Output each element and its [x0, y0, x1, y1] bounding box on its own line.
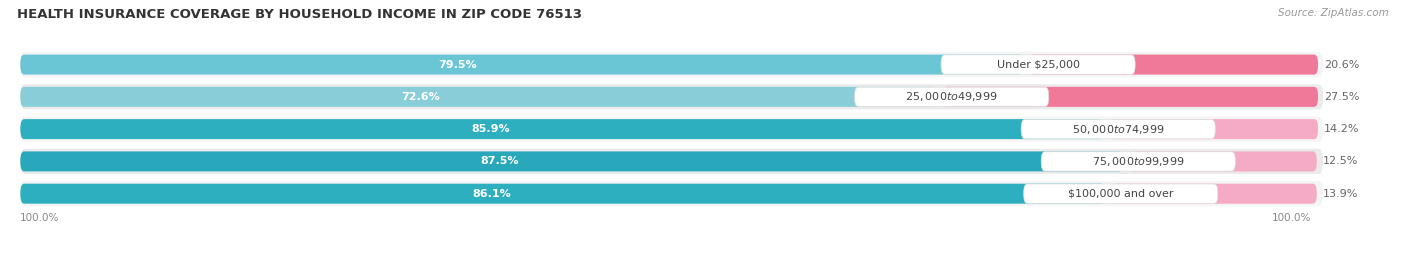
FancyBboxPatch shape [20, 52, 1323, 77]
FancyBboxPatch shape [1109, 119, 1317, 139]
FancyBboxPatch shape [855, 87, 1049, 107]
Text: $75,000 to $99,999: $75,000 to $99,999 [1092, 155, 1184, 168]
FancyBboxPatch shape [1111, 184, 1317, 204]
FancyBboxPatch shape [20, 151, 1122, 171]
FancyBboxPatch shape [20, 116, 1323, 142]
Text: Source: ZipAtlas.com: Source: ZipAtlas.com [1278, 8, 1389, 18]
Text: 20.6%: 20.6% [1324, 59, 1360, 70]
FancyBboxPatch shape [20, 55, 1022, 75]
Text: 86.1%: 86.1% [472, 189, 512, 199]
Text: HEALTH INSURANCE COVERAGE BY HOUSEHOLD INCOME IN ZIP CODE 76513: HEALTH INSURANCE COVERAGE BY HOUSEHOLD I… [17, 8, 582, 21]
Text: 72.6%: 72.6% [402, 92, 440, 102]
Text: 85.9%: 85.9% [472, 124, 510, 134]
FancyBboxPatch shape [20, 87, 936, 107]
Text: $25,000 to $49,999: $25,000 to $49,999 [905, 90, 998, 103]
Text: 87.5%: 87.5% [481, 156, 519, 167]
Text: 14.2%: 14.2% [1324, 124, 1360, 134]
Text: 12.5%: 12.5% [1323, 156, 1358, 167]
FancyBboxPatch shape [941, 55, 1135, 74]
FancyBboxPatch shape [20, 181, 1323, 206]
Text: $50,000 to $74,999: $50,000 to $74,999 [1071, 123, 1164, 136]
FancyBboxPatch shape [1021, 119, 1215, 139]
FancyBboxPatch shape [1024, 184, 1218, 203]
FancyBboxPatch shape [942, 87, 1317, 107]
Text: 13.9%: 13.9% [1323, 189, 1358, 199]
FancyBboxPatch shape [1029, 55, 1317, 75]
FancyBboxPatch shape [1129, 151, 1317, 171]
FancyBboxPatch shape [20, 149, 1323, 174]
Text: 27.5%: 27.5% [1324, 92, 1360, 102]
Text: Under $25,000: Under $25,000 [997, 59, 1080, 70]
FancyBboxPatch shape [1042, 152, 1236, 171]
FancyBboxPatch shape [20, 84, 1323, 109]
Text: 79.5%: 79.5% [439, 59, 477, 70]
FancyBboxPatch shape [20, 184, 1105, 204]
Text: $100,000 and over: $100,000 and over [1069, 189, 1174, 199]
FancyBboxPatch shape [20, 119, 1102, 139]
